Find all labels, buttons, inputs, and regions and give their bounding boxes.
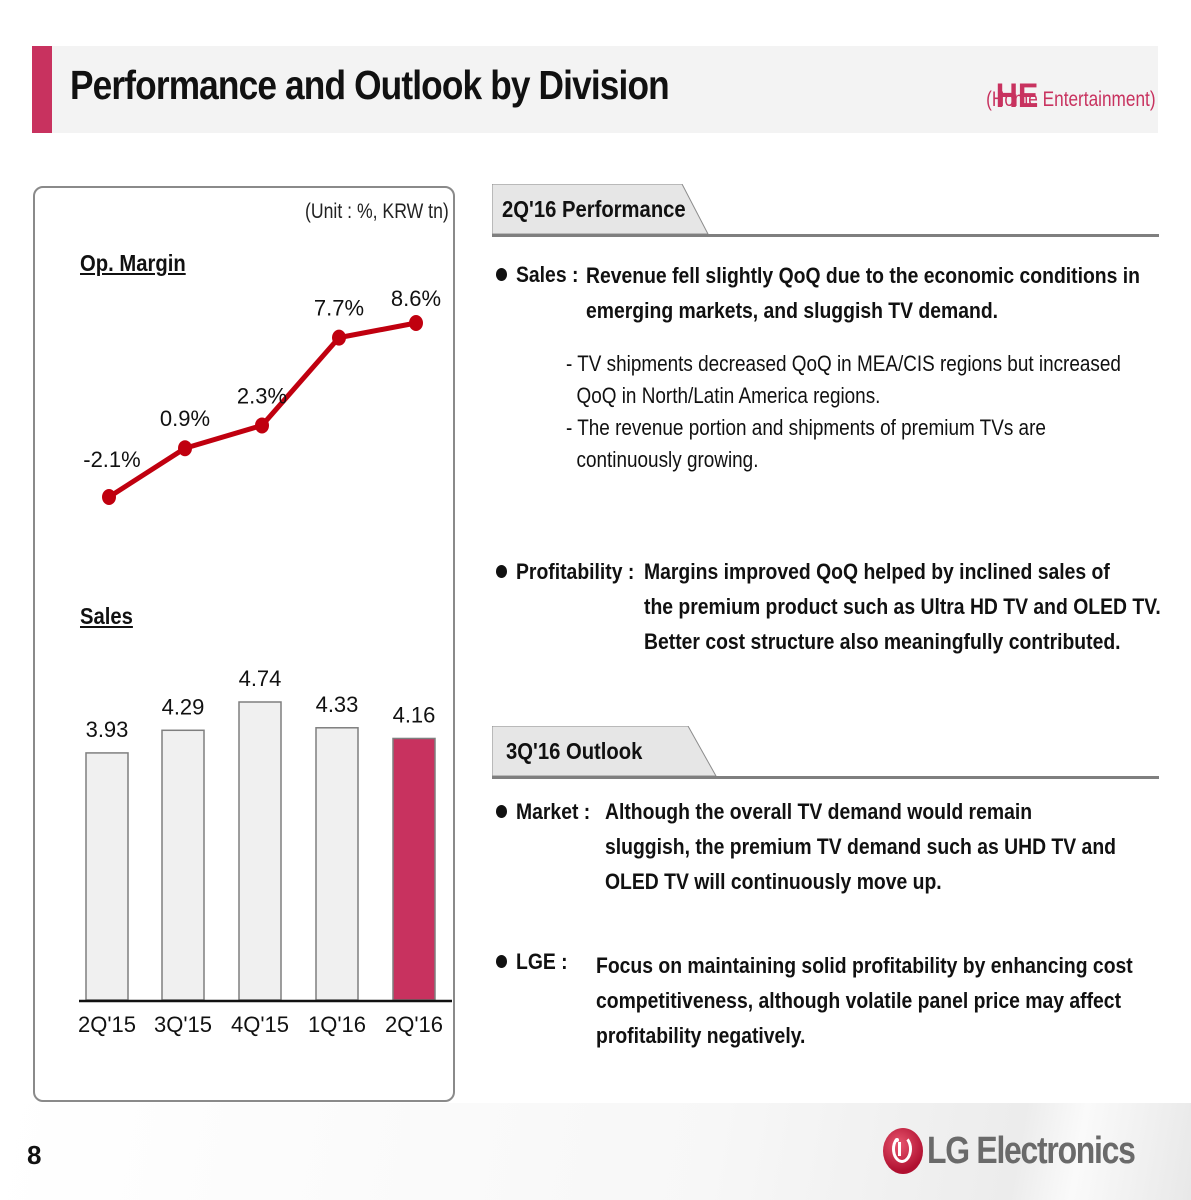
bullet-dot-icon bbox=[496, 805, 507, 818]
op-margin-point bbox=[332, 329, 346, 346]
tab-3q16-outlook: 3Q'16 Outlook bbox=[492, 726, 722, 777]
op-margin-data-label: 7.7% bbox=[314, 296, 364, 321]
bullet-label: LGE : bbox=[516, 949, 568, 974]
tab-label: 2Q'16 Performance bbox=[502, 196, 686, 222]
op-margin-data-label: 0.9% bbox=[160, 406, 210, 431]
x-tick-label: 1Q'16 bbox=[308, 1012, 366, 1037]
header-accent-bar bbox=[32, 46, 52, 133]
text-line: QoQ in North/Latin America regions. bbox=[566, 383, 881, 408]
sales-data-label: 3.93 bbox=[86, 717, 129, 742]
text-line: - The revenue portion and shipments of p… bbox=[566, 415, 1046, 440]
text-line: sluggish, the premium TV demand such as … bbox=[605, 834, 1116, 859]
sales-data-label: 4.29 bbox=[162, 694, 205, 719]
sales-data-label: 4.16 bbox=[393, 702, 436, 727]
bullet-dot-icon bbox=[496, 565, 507, 578]
bullet-dot-icon bbox=[496, 268, 507, 281]
op-margin-point bbox=[409, 315, 423, 331]
page-title: Performance and Outlook by Division bbox=[70, 62, 670, 108]
x-tick-label: 2Q'16 bbox=[385, 1012, 443, 1037]
text-line: Better cost structure also meaningfully … bbox=[644, 629, 1121, 654]
bullet-dot-icon bbox=[496, 955, 507, 968]
logo-text: LG Electronics bbox=[927, 1130, 1136, 1172]
op-margin-label: Op. Margin bbox=[80, 250, 186, 276]
sales-bar bbox=[315, 727, 359, 1001]
text-line: OLED TV will continuously move up. bbox=[605, 869, 942, 894]
sales-label: Sales bbox=[80, 603, 133, 629]
sub-bullet: - TV shipments decreased QoQ in MEA/CIS … bbox=[566, 348, 1121, 476]
slide-footer bbox=[0, 1103, 1191, 1200]
bullet-text: Although the overall TV demand would rem… bbox=[605, 794, 1116, 899]
text-line: Focus on maintaining solid profitability… bbox=[596, 953, 1133, 978]
bullet-text: Margins improved QoQ helped by inclined … bbox=[644, 554, 1161, 659]
text-line: continuously growing. bbox=[566, 447, 759, 472]
bullet-text: Focus on maintaining solid profitability… bbox=[596, 948, 1133, 1053]
bullet-label: Profitability : bbox=[516, 559, 635, 584]
text-line: Revenue fell slightly QoQ due to the eco… bbox=[586, 263, 1140, 288]
op-margin-point bbox=[255, 417, 269, 434]
op-margin-data-label: 2.3% bbox=[237, 383, 287, 408]
sales-bar bbox=[161, 729, 205, 1001]
tab-2q16-performance: 2Q'16 Performance bbox=[492, 184, 712, 235]
sales-data-label: 4.74 bbox=[239, 666, 282, 691]
section-divider bbox=[492, 776, 1159, 779]
tab-label: 3Q'16 Outlook bbox=[506, 738, 643, 764]
op-margin-point bbox=[178, 440, 192, 457]
text-line: emerging markets, and sluggish TV demand… bbox=[586, 298, 999, 323]
sales-bar bbox=[85, 752, 129, 1001]
text-line: Margins improved QoQ helped by inclined … bbox=[644, 559, 1110, 584]
lg-face-icon bbox=[883, 1128, 923, 1174]
text-line: the premium product such as Ultra HD TV … bbox=[644, 594, 1161, 619]
section-divider bbox=[492, 234, 1159, 237]
sales-bar bbox=[392, 737, 436, 1001]
page-number: 8 bbox=[27, 1140, 42, 1170]
op-margin-line bbox=[107, 320, 417, 500]
text-line: profitability negatively. bbox=[596, 1023, 806, 1048]
x-tick-label: 4Q'15 bbox=[231, 1012, 289, 1037]
division-code: HE bbox=[995, 77, 1038, 115]
sales-bar bbox=[238, 701, 282, 1001]
x-tick-label: 3Q'15 bbox=[154, 1012, 212, 1037]
text-line: competitiveness, although volatile panel… bbox=[596, 988, 1122, 1013]
op-margin-line-chart: -2.1% 0.9% 2.3% 7.7% 8.6% bbox=[83, 286, 441, 505]
sales-data-label: 4.33 bbox=[316, 692, 359, 717]
text-line: - TV shipments decreased QoQ in MEA/CIS … bbox=[566, 351, 1121, 376]
bullet-label: Sales : bbox=[516, 262, 579, 287]
division-name: (Home Entertainment) bbox=[986, 88, 1156, 111]
x-tick-label: 2Q'15 bbox=[78, 1012, 136, 1037]
unit-label: (Unit : %, KRW tn) bbox=[305, 200, 449, 223]
sales-bar-chart: 3.93 2Q'15 4.29 3Q'15 4.74 4Q'15 4.33 1Q'16 4.16… bbox=[78, 666, 452, 1037]
text-line: Although the overall TV demand would rem… bbox=[605, 799, 1033, 824]
op-margin-data-label: -2.1% bbox=[83, 447, 140, 472]
op-margin-point bbox=[102, 489, 116, 505]
bullet-label: Market : bbox=[516, 799, 591, 824]
slide-header: Performance and Outlook by Division HE (… bbox=[32, 46, 1158, 133]
bullet-text: Revenue fell slightly QoQ due to the eco… bbox=[586, 258, 1140, 328]
op-margin-data-label: 8.6% bbox=[391, 286, 441, 311]
